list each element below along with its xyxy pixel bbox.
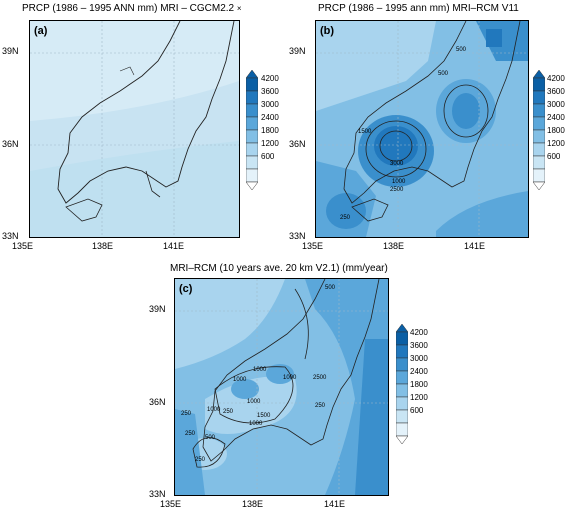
contour-label: 1000 — [247, 399, 261, 405]
panel-a-colorbar — [246, 70, 258, 190]
panel-b-colorbar — [533, 70, 545, 190]
panel-a-shade-south — [30, 141, 239, 237]
contour-label: 2500 — [313, 375, 327, 381]
panel-a-ytick: 36N — [2, 139, 19, 149]
panel-c-colorbar — [396, 324, 408, 444]
panel-a-title: PRCP (1986 – 1995 ANN mm) MRI – CGCM2.2 … — [22, 3, 242, 14]
panel-b-colorbar-swatches — [533, 70, 545, 190]
contour-label: 250 — [340, 215, 351, 221]
colorbar-tick: 2400 — [261, 113, 279, 122]
colorbar-tick: 3000 — [261, 100, 279, 109]
panel-b-title: PRCP (1986 – 1995 ann mm) MRI–RCM V11 — [318, 3, 519, 14]
panel-c-ytick: 33N — [149, 489, 166, 499]
contour-label: 250 — [223, 409, 234, 415]
panel-c-colorbar-swatches — [396, 324, 408, 444]
panel-a-ytick: 39N — [2, 46, 19, 56]
contour-label: 1000 — [207, 407, 221, 413]
panel-c-xtick: 141E — [324, 499, 346, 509]
panel-a-xtick: 135E — [12, 241, 34, 251]
contour-label: 3000 — [390, 161, 404, 167]
contour-label: 1500 — [358, 129, 372, 135]
colorbar-tick: 1800 — [261, 126, 279, 135]
colorbar-tick: 2400 — [547, 113, 565, 122]
panel-c-xtick: 135E — [160, 499, 182, 509]
colorbar-tick: 3600 — [261, 87, 279, 96]
colorbar-tick: 600 — [410, 406, 424, 415]
colorbar-tick: 1800 — [410, 380, 428, 389]
panel-a-shade-north — [30, 21, 239, 121]
panel-b-xtick: 138E — [383, 241, 405, 251]
panel-b-xtick: 135E — [302, 241, 324, 251]
colorbar-tick: 1200 — [410, 393, 428, 402]
contour-label: 500 — [438, 71, 449, 77]
contour-label: 250 — [181, 411, 192, 417]
panel-b-label: (b) — [320, 25, 335, 37]
contour-label: 1000 — [283, 375, 297, 381]
panel-c-label: (c) — [179, 283, 193, 295]
contour-label: 1000 — [249, 421, 263, 427]
colorbar-tick: 600 — [261, 152, 275, 161]
colorbar-tick: 2400 — [410, 367, 428, 376]
panel-a-xtick: 141E — [163, 241, 185, 251]
panel-c-map: (c) 500 1000 1000 2500 1000 1000 1500 25… — [174, 278, 389, 496]
panel-b-ytick: 39N — [289, 46, 306, 56]
panel-b-ytick: 33N — [289, 231, 306, 241]
panel-c-ytick: 39N — [149, 304, 166, 314]
panel-a-ytick: 33N — [2, 231, 19, 241]
panel-a-japan-outline — [57, 21, 235, 204]
contour-label: 1000 — [392, 179, 406, 185]
colorbar-tick: 4200 — [547, 74, 565, 83]
contour-label: 1000 — [253, 367, 267, 373]
colorbar-tick: 3000 — [547, 100, 565, 109]
contour-label: 500 — [205, 435, 216, 441]
colorbar-tick: 3000 — [410, 354, 428, 363]
panel-b-map: (b) 500 500 1500 3000 1000 2500 250 — [315, 20, 529, 238]
panel-c-ytick: 36N — [149, 397, 166, 407]
panel-a-xtick: 138E — [92, 241, 114, 251]
contour-label: 1500 — [257, 413, 271, 419]
contour-label: 500 — [456, 47, 467, 53]
contour-label: 250 — [195, 457, 206, 463]
panel-a-label: (a) — [34, 25, 48, 37]
colorbar-tick: 3600 — [547, 87, 565, 96]
colorbar-tick: 1200 — [261, 139, 279, 148]
panel-a-colorbar-swatches — [246, 70, 258, 190]
colorbar-tick: 3600 — [410, 341, 428, 350]
panel-c-xtick: 138E — [242, 499, 264, 509]
contour-label: 250 — [315, 403, 326, 409]
colorbar-tick: 4200 — [410, 328, 428, 337]
colorbar-tick: 1800 — [547, 126, 565, 135]
contour-label: 250 — [185, 431, 196, 437]
contour-label: 1000 — [233, 377, 247, 383]
panel-a-map: (a) — [29, 20, 240, 238]
colorbar-tick: 4200 — [261, 74, 279, 83]
panel-c-title: MRI–RCM (10 years ave. 20 km V2.1) (mm/y… — [170, 263, 388, 274]
panel-b-ytick: 36N — [289, 139, 306, 149]
colorbar-tick: 600 — [547, 152, 561, 161]
contour-label: 500 — [325, 285, 336, 291]
contour-label: 2500 — [390, 187, 404, 193]
panel-b-xtick: 141E — [464, 241, 486, 251]
colorbar-tick: 1200 — [547, 139, 565, 148]
